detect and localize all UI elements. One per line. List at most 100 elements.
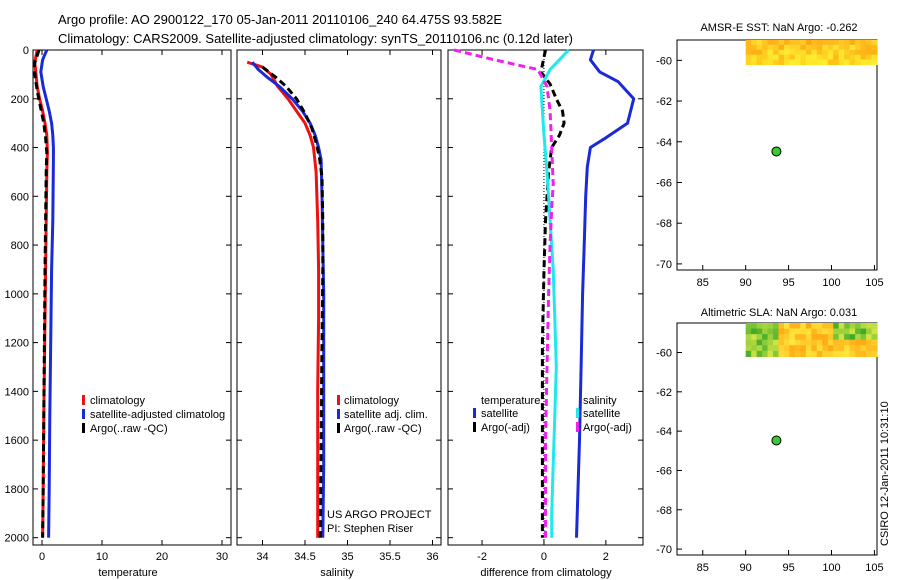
heatmap-cell [816, 40, 823, 46]
heatmap-cell [833, 323, 840, 330]
heatmap-cell [860, 334, 867, 341]
heatmap-cell [849, 40, 856, 46]
heatmap-cell [811, 49, 818, 56]
heatmap-cell [789, 350, 796, 358]
heatmap-cell [827, 328, 834, 335]
temperature-x-tick-label: 10 [96, 551, 108, 563]
salinity-panel: 34 34.5 35 35.5 36 salinity climatology sate… [236, 49, 442, 579]
heatmap-cell [751, 44, 758, 51]
temperature-y-tick-label: 800 [11, 240, 29, 252]
heatmap-cell [767, 334, 774, 341]
heatmap-cell [822, 323, 829, 330]
heatmap-cell [838, 54, 845, 61]
sst-map-title: AMSR-E SST: NaN Argo: -0.262 [700, 22, 857, 34]
salinity-series-satellite-adj-clim [251, 61, 326, 538]
heatmap-cell [783, 350, 791, 358]
map_sst-y-tick-label: -66 [656, 177, 672, 189]
heatmap-cell [789, 345, 796, 352]
salinity-x-tick-label: 34.5 [294, 551, 315, 563]
heatmap-cell [762, 345, 769, 352]
heatmap-cell [767, 328, 774, 335]
heatmap-cell [822, 49, 829, 56]
heatmap-cell [871, 345, 878, 352]
heatmap-cell [778, 350, 785, 358]
heatmap-cell [745, 40, 752, 46]
heatmap-cell [794, 350, 801, 358]
heatmap-cell [866, 49, 873, 56]
heatmap-cell [805, 44, 812, 51]
temperature-y-tick-label: 1800 [5, 484, 29, 496]
heatmap-cell [827, 323, 834, 330]
heatmap-cell [855, 350, 862, 358]
salinity-axes-frame [236, 49, 442, 546]
map_sla-field [745, 323, 878, 358]
temperature-axes-frame [32, 49, 232, 546]
heatmap-cell [860, 323, 867, 330]
heatmap-cell [794, 328, 801, 335]
heatmap-cell [822, 345, 829, 352]
temperature-y-tick-label: 1600 [5, 435, 29, 447]
map_sst-x-tick-label: 100 [822, 277, 840, 289]
heatmap-cell [745, 323, 752, 330]
heatmap-cell [855, 328, 862, 335]
heatmap-cell [838, 339, 845, 346]
legend-swatch-temperature-satellite [473, 408, 476, 418]
heatmap-cell [844, 345, 851, 352]
legend-title-temperature: temperature [481, 395, 540, 407]
map_sst-y-tick-label: -62 [656, 96, 672, 108]
heatmap-cell [844, 49, 851, 56]
sla-map-panel: Altimetric SLA: NaN Argo: 0.031 85 90 95 10… [656, 307, 884, 574]
heatmap-cell [805, 40, 812, 46]
heatmap-cell [822, 339, 829, 346]
heatmap-cell [833, 345, 840, 352]
heatmap-cell [745, 334, 752, 341]
difference-x-tick-label: 0 [541, 551, 547, 563]
temperature-y-tick-label: 2000 [5, 533, 29, 545]
heatmap-cell [855, 40, 862, 46]
heatmap-cell [778, 328, 785, 335]
heatmap-cell [844, 350, 851, 358]
heatmap-cell [844, 334, 851, 341]
heatmap-cell [767, 323, 774, 330]
heatmap-cell [838, 44, 845, 51]
heatmap-cell [783, 44, 791, 51]
heatmap-cell [833, 49, 840, 56]
heatmap-cell [751, 328, 758, 335]
heatmap-cell [783, 345, 791, 352]
difference-series-temperature-argo-adj [539, 49, 566, 538]
salinity-legend: climatology satellite adj. clim. Argo(..… [337, 395, 428, 435]
heatmap-cell [860, 328, 867, 335]
heatmap-cell [762, 323, 769, 330]
heatmap-cell [811, 328, 818, 335]
heatmap-cell [789, 328, 796, 335]
heatmap-cell [756, 345, 763, 352]
heatmap-cell [816, 59, 823, 66]
sst-map-panel: AMSR-E SST: NaN Argo: -0.262 85 90 95 100 10… [656, 22, 884, 289]
heatmap-cell [833, 328, 840, 335]
heatmap-cell [751, 323, 758, 330]
heatmap-cell [789, 59, 796, 66]
heatmap-cell [773, 323, 780, 330]
heatmap-cell [756, 328, 763, 335]
heatmap-cell [794, 44, 801, 51]
map_sst-x-tick-label: 85 [697, 277, 709, 289]
heatmap-cell [789, 40, 796, 46]
heatmap-cell [811, 323, 818, 330]
heatmap-cell [805, 323, 812, 330]
heatmap-cell [871, 323, 878, 330]
heatmap-cell [849, 334, 856, 341]
heatmap-cell [860, 339, 867, 346]
heatmap-cell [794, 323, 801, 330]
heatmap-cell [838, 345, 845, 352]
legend-swatch-climatology [82, 395, 85, 405]
heatmap-cell [822, 44, 829, 51]
heatmap-cell [860, 345, 867, 352]
heatmap-cell [773, 339, 780, 346]
heatmap-cell [871, 40, 878, 46]
difference-x-tick-label: -2 [477, 551, 487, 563]
heatmap-cell [833, 44, 840, 51]
heatmap-cell [800, 40, 807, 46]
temperature-y-tick-label: 1200 [5, 338, 29, 350]
legend-swatch-salinity-argo [576, 422, 579, 432]
